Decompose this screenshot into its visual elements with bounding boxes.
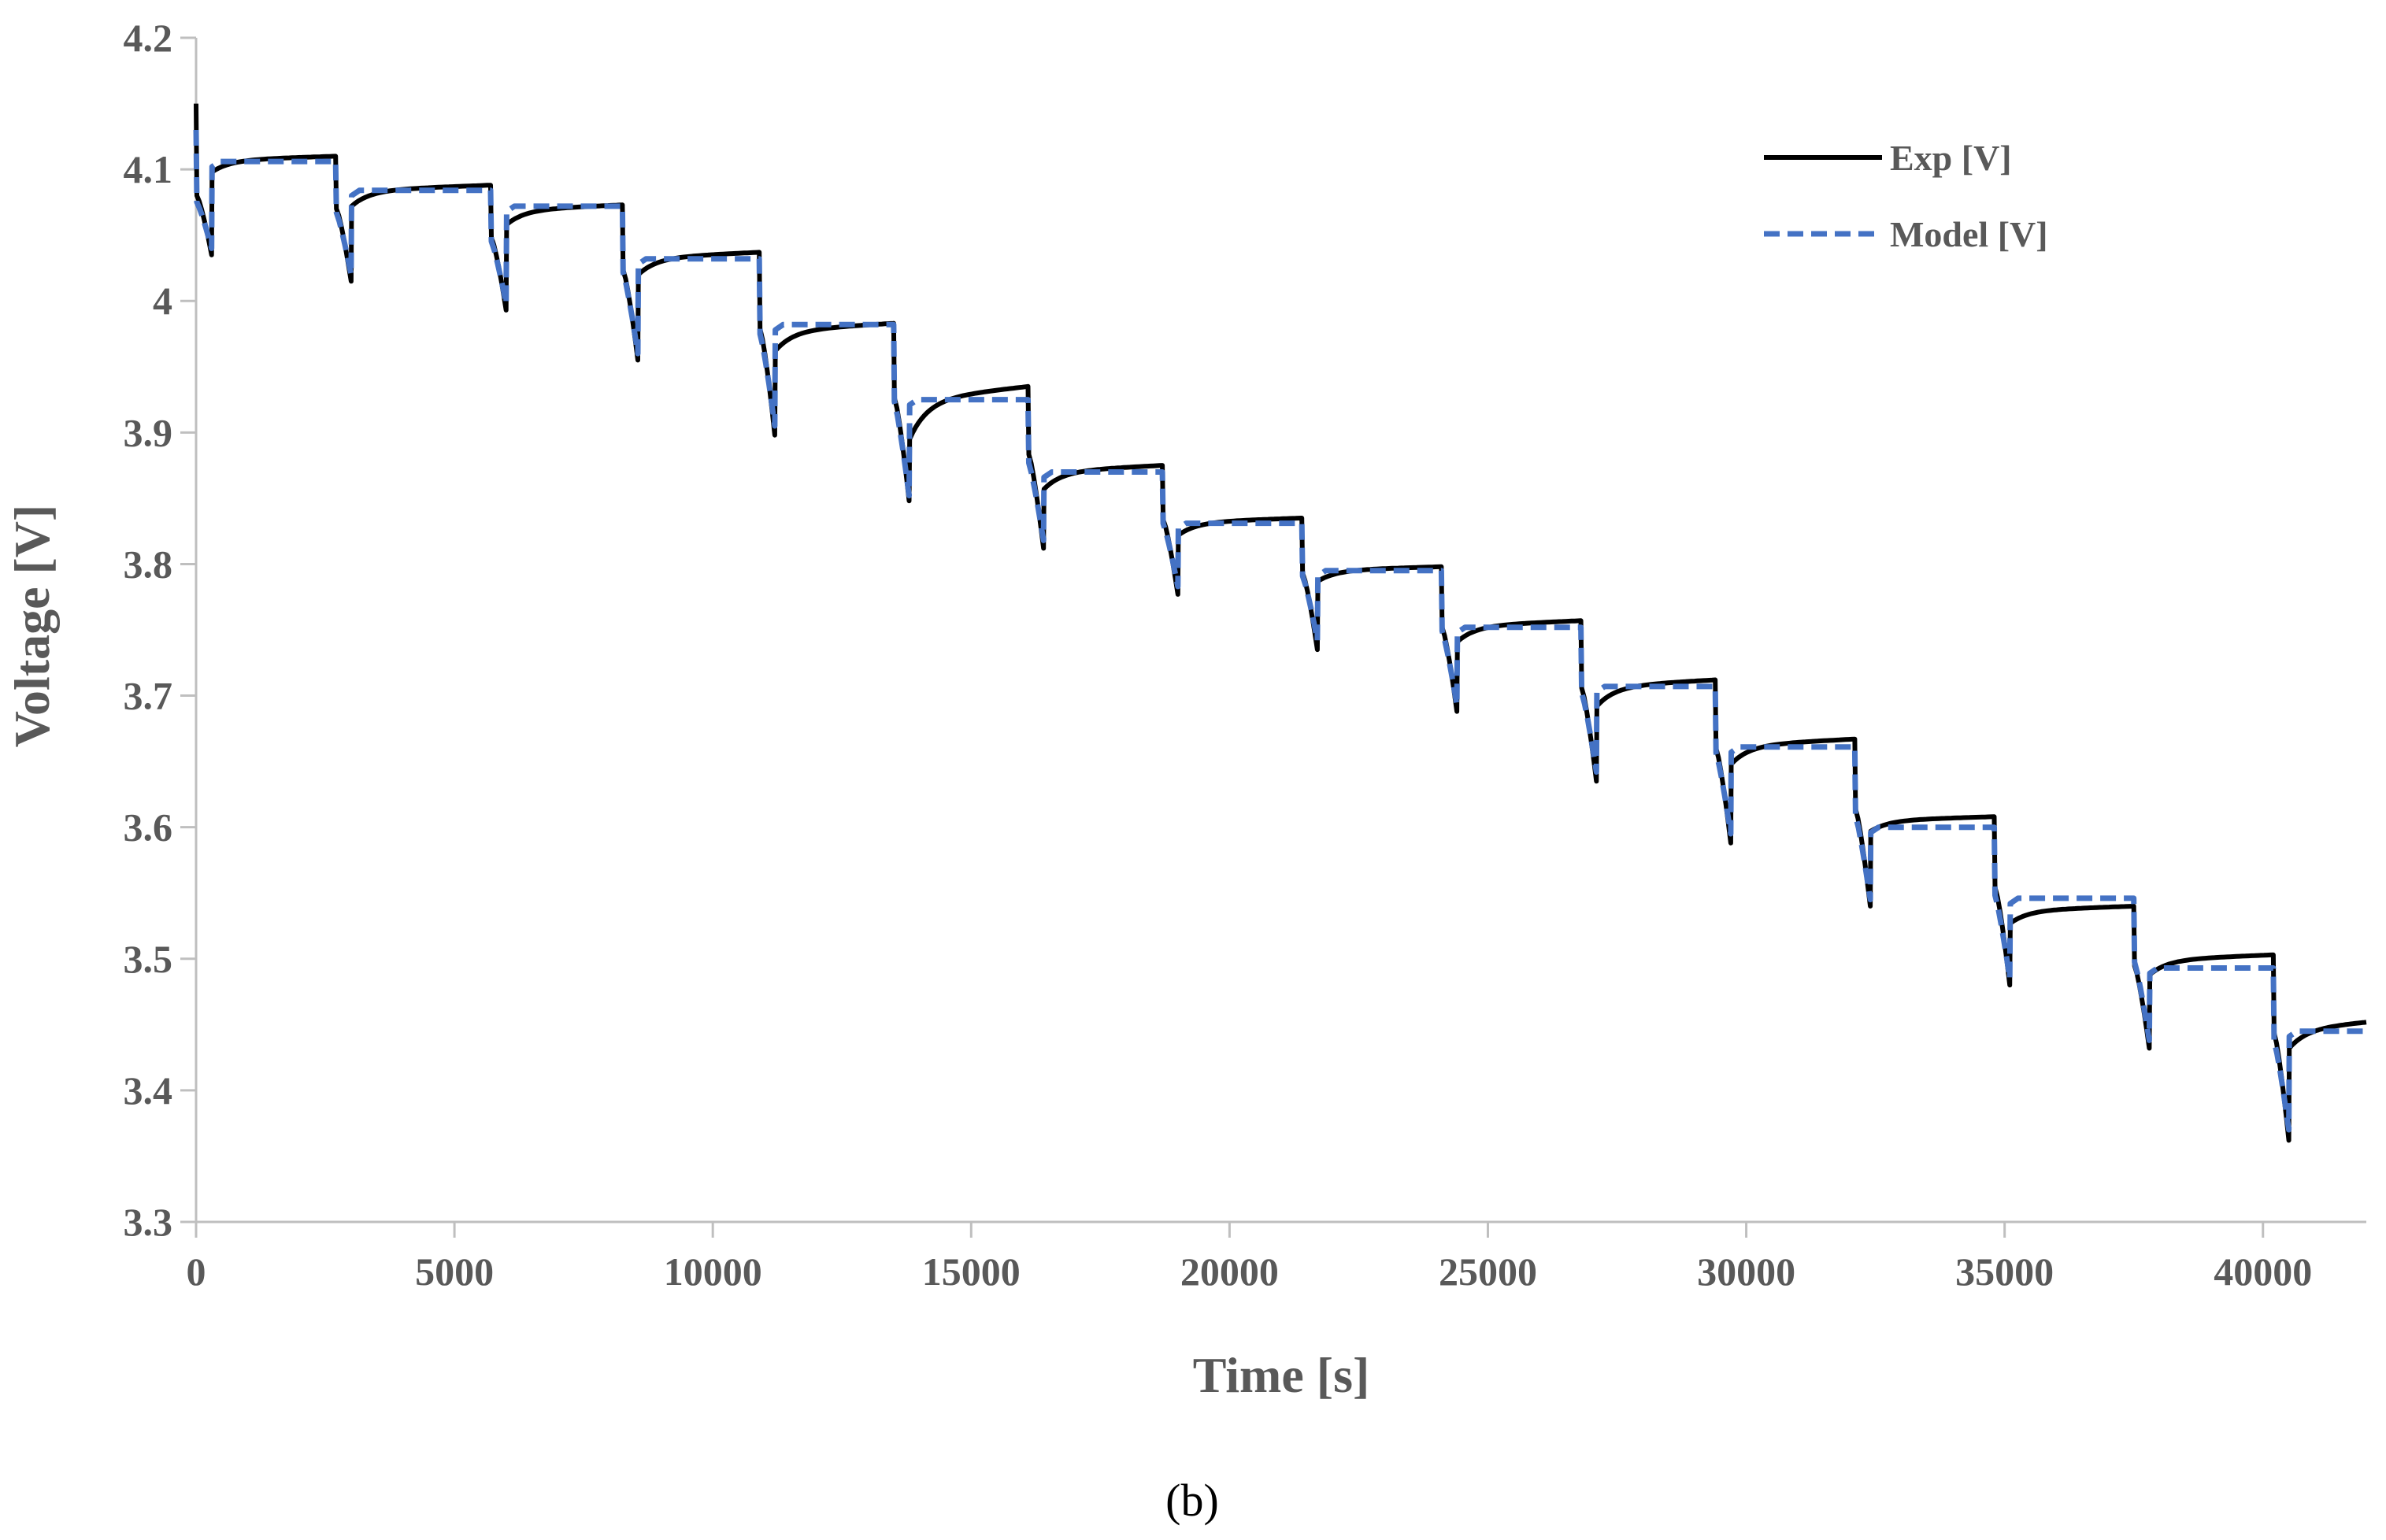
x-tick-label: 40000 bbox=[2214, 1249, 2312, 1294]
y-axis-title: Voltage [V] bbox=[4, 505, 60, 748]
x-tick-label: 25000 bbox=[1439, 1249, 1537, 1294]
y-tick-label: 3.3 bbox=[124, 1200, 173, 1244]
legend-label-model: Model [V] bbox=[1890, 214, 2048, 254]
x-tick-label: 35000 bbox=[1955, 1249, 2054, 1294]
x-axis-title: Time [s] bbox=[1193, 1347, 1370, 1403]
x-tick-label: 0 bbox=[187, 1249, 206, 1294]
y-tick-label: 3.8 bbox=[124, 542, 173, 586]
y-tick-label: 3.4 bbox=[124, 1068, 173, 1112]
x-tick-label: 30000 bbox=[1697, 1249, 1795, 1294]
y-tick-label: 3.7 bbox=[124, 674, 173, 718]
x-tick-label: 5000 bbox=[415, 1249, 494, 1294]
y-tick-label: 4.1 bbox=[124, 147, 173, 191]
figure-caption: (b) bbox=[1165, 1475, 1219, 1526]
y-tick-label: 4 bbox=[153, 279, 172, 323]
legend: Exp [V] Model [V] bbox=[1764, 138, 2048, 254]
y-tick-label: 3.5 bbox=[124, 937, 173, 981]
x-tick-label: 10000 bbox=[664, 1249, 762, 1294]
x-tick-label: 20000 bbox=[1180, 1249, 1279, 1294]
series-line-exp bbox=[194, 103, 2367, 1143]
y-tick-label: 4.2 bbox=[124, 16, 173, 60]
y-tick-label: 3.9 bbox=[124, 410, 173, 454]
series-layer bbox=[193, 103, 2367, 1143]
legend-label-exp: Exp [V] bbox=[1890, 138, 2012, 178]
x-tick-label: 15000 bbox=[922, 1249, 1021, 1294]
axes: 3.3 3.4 3.5 3.6 3.7 3.8 3.9 4 4.1 4.2 0 5000 10000 15… bbox=[124, 16, 2366, 1294]
y-tick-label: 3.6 bbox=[124, 805, 173, 850]
series-line-model bbox=[193, 129, 2366, 1133]
